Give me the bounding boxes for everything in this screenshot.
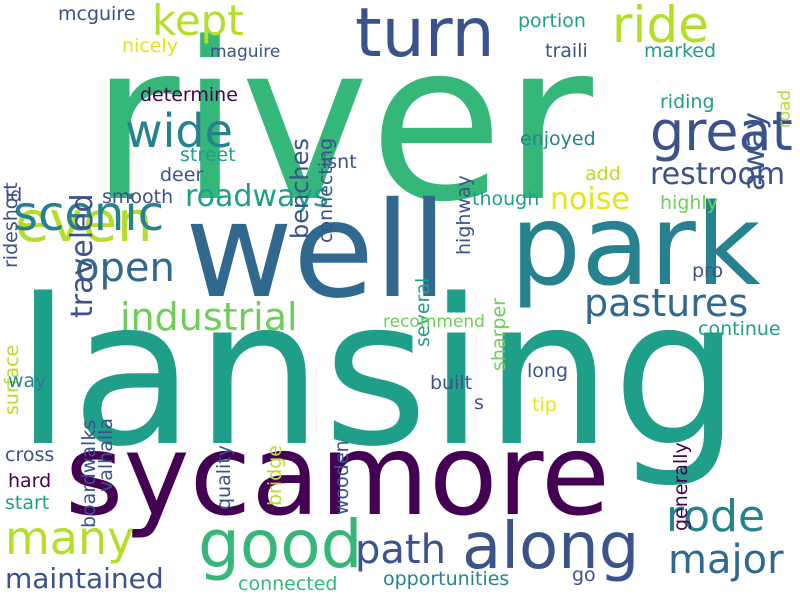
word: maintained (5, 562, 164, 595)
word: along (462, 510, 640, 584)
word: continue (698, 318, 781, 340)
word: portion (518, 10, 586, 32)
word: smooth (102, 186, 174, 208)
word: wooden (331, 440, 353, 515)
word: built (430, 372, 473, 394)
word: long (527, 360, 569, 382)
word: nicely (122, 35, 178, 57)
word: benches (286, 138, 314, 239)
word: traili (545, 40, 588, 62)
word: determine (140, 84, 238, 106)
word: connected (238, 573, 338, 595)
word: away (737, 111, 772, 191)
word: roadways (185, 179, 329, 214)
word: ride (612, 0, 709, 54)
word: quality (213, 445, 235, 510)
word: mcguire (58, 3, 136, 25)
word: valhalla (95, 417, 117, 492)
word: many (5, 511, 135, 565)
word: turn (355, 0, 495, 73)
word: river (90, 0, 593, 250)
word: hard (8, 470, 52, 492)
word: noise (550, 182, 630, 217)
word: though (472, 188, 540, 210)
word: road (775, 89, 795, 128)
word: rode (666, 491, 766, 542)
word: bridge (264, 445, 286, 506)
word: open (75, 245, 175, 291)
word: deer (160, 164, 204, 186)
word: major (668, 537, 784, 583)
word: park (510, 181, 761, 311)
word: well (185, 174, 448, 328)
word: wide (125, 104, 233, 158)
word: go (572, 564, 596, 586)
word: s (474, 392, 484, 414)
word: generally (670, 442, 692, 531)
word: isnt (322, 151, 357, 173)
word: tip (532, 394, 557, 416)
word: riding (660, 91, 715, 113)
word: sharper (488, 298, 510, 371)
word: id (5, 184, 23, 206)
word: street (180, 144, 236, 166)
word: lansing (15, 255, 741, 491)
word: add (585, 163, 621, 185)
word: kept (152, 0, 244, 45)
word: enjoyed (520, 128, 596, 150)
word: path (355, 527, 446, 573)
word: start (5, 492, 50, 514)
word: pastures (584, 281, 749, 325)
word: maguire (210, 42, 281, 62)
word: great (650, 100, 793, 163)
word: highly (660, 192, 718, 214)
word: traveled (65, 193, 100, 318)
word: recommend (383, 312, 485, 332)
word: opportunities (383, 568, 510, 590)
word: way (8, 370, 47, 392)
word: good (198, 506, 363, 583)
word: industrial (120, 295, 298, 339)
word: pro (692, 260, 724, 282)
word: marked (644, 40, 717, 62)
word: cross (5, 444, 55, 466)
word: sycamore (65, 411, 610, 541)
word: restroom (650, 157, 786, 192)
word: scenic (13, 186, 165, 242)
word: even (15, 190, 153, 255)
